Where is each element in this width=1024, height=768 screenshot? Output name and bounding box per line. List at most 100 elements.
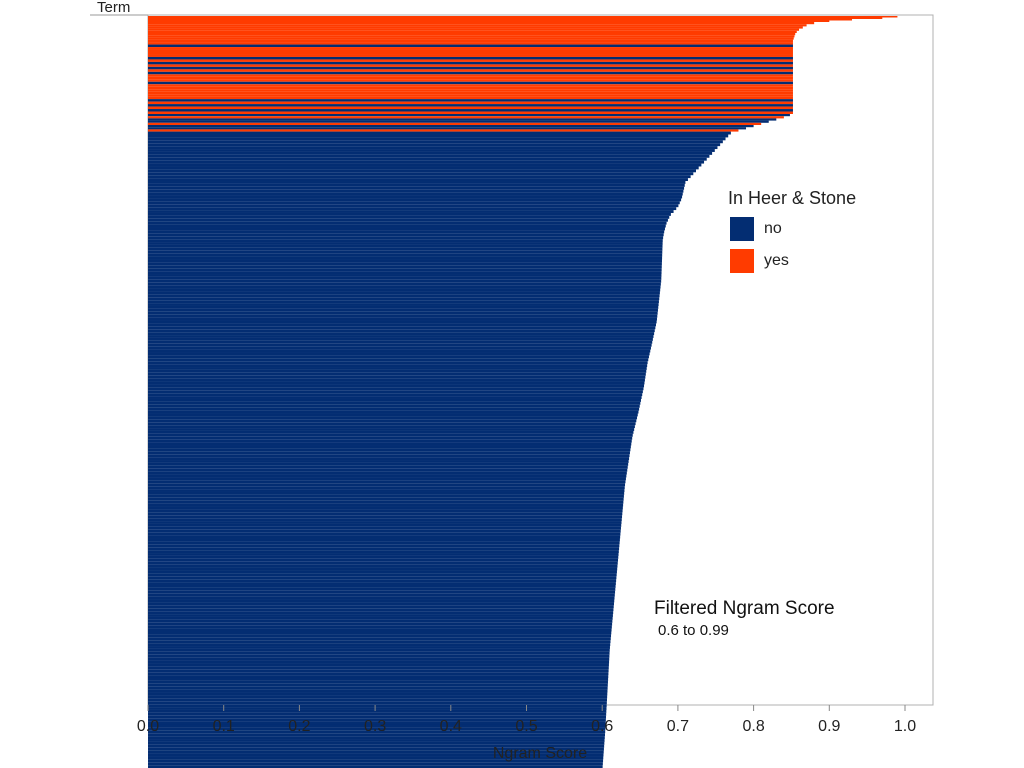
bar-no <box>148 698 607 702</box>
bar-no <box>148 622 613 626</box>
bar-no <box>148 762 603 766</box>
bar-no <box>148 305 659 309</box>
bar-no <box>148 125 754 128</box>
bar-no <box>148 151 713 155</box>
bar-no <box>148 640 611 644</box>
bar-no <box>148 367 647 370</box>
bar-no <box>148 558 619 562</box>
bar-no <box>148 619 613 623</box>
bar-no <box>148 413 638 417</box>
bar-no <box>148 439 632 443</box>
bar-no <box>148 692 608 696</box>
bar-no <box>148 579 617 583</box>
bar-no <box>148 349 651 353</box>
bar-no <box>148 756 604 760</box>
x-tick-label: 1.0 <box>894 718 916 735</box>
bar-no <box>148 680 608 684</box>
bar-no <box>148 739 605 742</box>
bar-no <box>148 320 657 324</box>
bar-no <box>148 297 660 301</box>
bar-no <box>148 532 621 536</box>
bar-no <box>148 646 610 649</box>
bar-no <box>148 468 628 472</box>
bar-no <box>148 428 635 431</box>
bar-no <box>148 669 609 673</box>
bar-no <box>148 303 659 306</box>
bar-no <box>148 535 621 539</box>
bar-yes <box>148 17 883 19</box>
bar-no <box>148 104 793 107</box>
bar-yes <box>148 94 793 97</box>
bar-no <box>148 282 661 286</box>
bar-no <box>148 573 617 577</box>
bar-no <box>148 221 667 225</box>
bar-no <box>148 541 620 545</box>
x-tick-label: 0.3 <box>364 718 386 735</box>
bar-yes <box>148 106 793 110</box>
bar-no <box>148 233 664 237</box>
bar-no <box>148 451 630 455</box>
bar-no <box>148 663 609 667</box>
bar-no <box>148 608 614 612</box>
legend-item-yes: yes <box>728 249 856 273</box>
bar-no <box>148 526 621 530</box>
bar-yes <box>148 69 793 72</box>
bar-yes <box>148 129 739 132</box>
bar-no <box>148 169 696 173</box>
x-tick-label: 0.2 <box>288 718 310 735</box>
bar-no <box>148 317 657 321</box>
bar-no <box>148 445 631 449</box>
bar-no <box>148 335 654 338</box>
bar-no <box>148 651 610 655</box>
bar-yes <box>148 111 793 114</box>
x-axis-label: Ngram Score <box>493 745 587 762</box>
bar-no <box>148 491 625 495</box>
bar-no <box>148 337 653 341</box>
bar-no <box>148 157 707 161</box>
bar-no <box>148 422 636 426</box>
bar-no <box>148 724 606 728</box>
bar-no <box>148 242 663 245</box>
bar-yes <box>148 22 815 25</box>
bar-no <box>148 430 634 434</box>
bar-no <box>148 166 699 170</box>
bar-no <box>148 602 614 606</box>
bar-no <box>148 611 614 615</box>
bar-no <box>148 701 607 705</box>
bar-no <box>148 140 723 144</box>
bar-no <box>148 471 627 475</box>
bar-no <box>148 274 662 277</box>
bar-no <box>148 227 665 231</box>
bar-no <box>148 329 655 333</box>
bar-yes <box>148 84 793 87</box>
bar-no <box>148 538 620 542</box>
bar-no <box>148 149 715 152</box>
bar-no <box>148 625 612 629</box>
bar-no <box>148 189 684 193</box>
bar-no <box>148 529 621 533</box>
bar-no <box>148 599 615 603</box>
bar-no <box>148 567 618 571</box>
bar-no <box>148 759 604 763</box>
bar-no <box>148 369 647 373</box>
bar-no <box>148 521 622 524</box>
bar-no <box>148 523 622 527</box>
bar-no <box>148 419 637 423</box>
bar-no <box>148 657 610 661</box>
bar-no <box>148 695 608 699</box>
bar-no <box>148 192 683 196</box>
bar-no <box>148 253 663 257</box>
bar-yes <box>148 74 793 77</box>
bar-no <box>148 265 662 269</box>
y-axis-label: Term <box>97 0 130 16</box>
bar-no <box>148 311 658 315</box>
bar-no <box>148 183 685 187</box>
bar-no <box>148 433 633 437</box>
bar-no <box>148 550 619 554</box>
bar-no <box>148 332 655 336</box>
bar-yes <box>148 33 796 36</box>
bar-no <box>148 291 660 295</box>
x-tick-label: 0.9 <box>818 718 840 735</box>
bar-no <box>148 81 793 85</box>
